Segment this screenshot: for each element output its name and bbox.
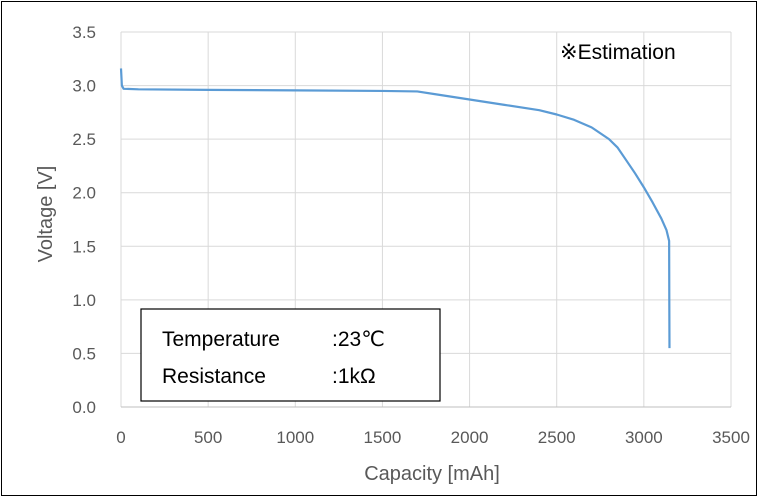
x-tick-labels: 0 500 1000 1500 2000 2500 3000 3500 [116,428,750,447]
x-tick-label: 2500 [538,428,576,447]
estimation-note: ※Estimation [560,41,676,64]
x-axis-title: Capacity [mAh] [364,463,500,485]
y-tick-label: 1.0 [72,291,96,310]
temperature-value: :23℃ [332,328,385,351]
y-tick-labels: 0.0 0.5 1.0 1.5 2.0 2.5 3.0 3.5 [72,23,96,417]
x-tick-label: 2000 [451,428,489,447]
y-tick-label: 0.0 [72,398,96,417]
resistance-value: :1kΩ [332,365,376,388]
discharge-curve [119,68,671,349]
x-tick-label: 3000 [625,428,663,447]
y-tick-label: 1.5 [72,237,96,256]
x-tick-label: 1000 [276,428,314,447]
temperature-label: Temperature [162,328,280,351]
grid-lines [120,31,732,408]
y-tick-label: 3.0 [72,77,96,96]
y-tick-label: 2.5 [72,130,96,149]
x-tick-label: 0 [116,428,125,447]
x-tick-label: 3500 [712,428,750,447]
y-tick-label: 0.5 [72,344,96,363]
y-axis-title: Voltage [V] [35,166,57,263]
y-tick-label: 3.5 [72,23,96,42]
resistance-label: Resistance [162,365,266,388]
info-box: Temperature :23℃ Resistance :1kΩ [140,308,441,402]
x-tick-label: 1500 [364,428,402,447]
y-tick-label: 2.0 [72,184,96,203]
x-tick-label: 500 [194,428,222,447]
info-box-border [140,308,441,402]
